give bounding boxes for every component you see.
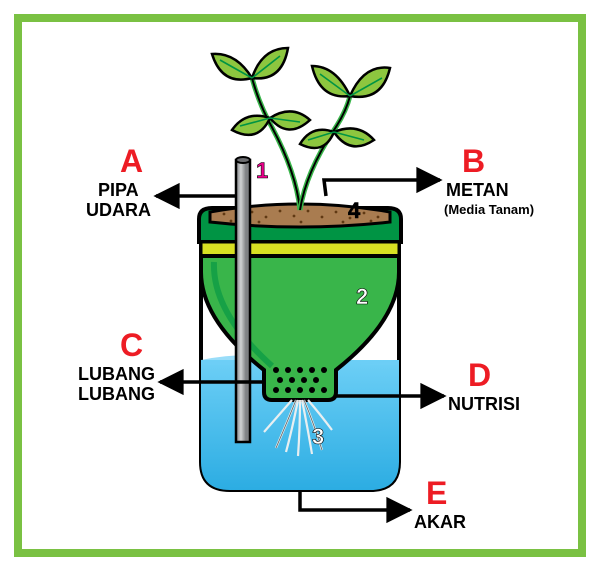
diagram-border	[14, 14, 586, 557]
diagram-frame: 1 2 3 4 A PIPA UDARA B METAN (Media Tana…	[0, 0, 600, 571]
